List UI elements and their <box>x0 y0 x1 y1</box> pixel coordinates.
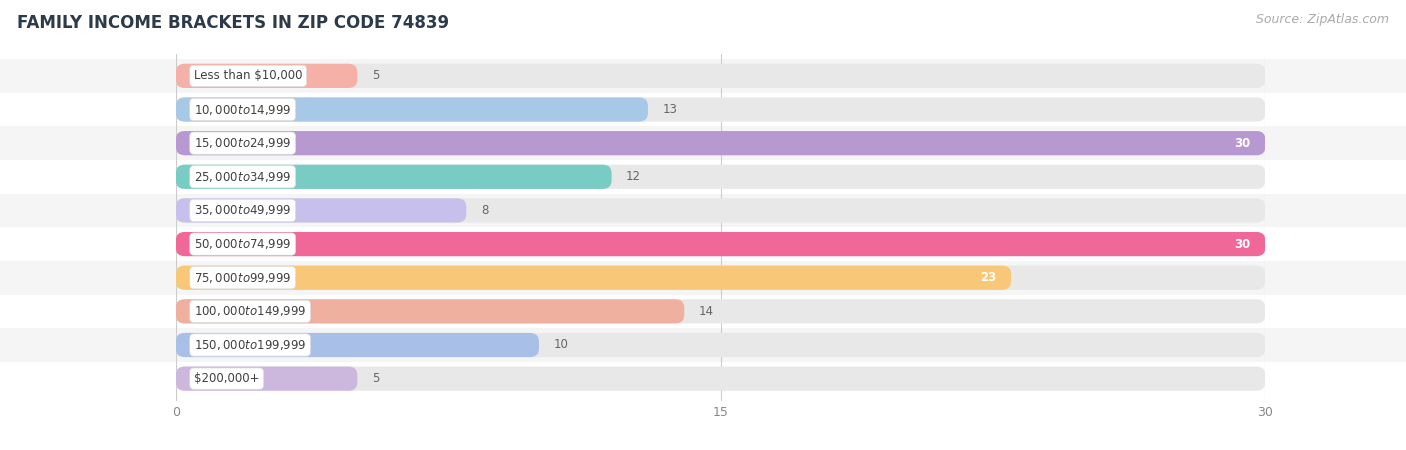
FancyBboxPatch shape <box>176 299 1265 324</box>
Text: Less than $10,000: Less than $10,000 <box>194 69 302 82</box>
Bar <box>0 126 1406 160</box>
Bar <box>0 194 1406 227</box>
Text: 23: 23 <box>980 271 997 284</box>
Text: 5: 5 <box>373 372 380 385</box>
Bar <box>0 295 1406 328</box>
Text: 12: 12 <box>626 170 641 183</box>
Bar <box>0 362 1406 396</box>
FancyBboxPatch shape <box>176 232 1265 256</box>
FancyBboxPatch shape <box>176 165 612 189</box>
FancyBboxPatch shape <box>176 333 538 357</box>
FancyBboxPatch shape <box>176 366 1265 391</box>
FancyBboxPatch shape <box>176 299 685 324</box>
FancyBboxPatch shape <box>176 198 1265 223</box>
FancyBboxPatch shape <box>176 198 467 223</box>
FancyBboxPatch shape <box>176 97 1265 122</box>
FancyBboxPatch shape <box>176 165 1265 189</box>
FancyBboxPatch shape <box>176 131 1265 155</box>
FancyBboxPatch shape <box>176 366 357 391</box>
FancyBboxPatch shape <box>176 131 1265 155</box>
Text: $10,000 to $14,999: $10,000 to $14,999 <box>194 103 291 117</box>
Bar <box>0 227 1406 261</box>
Text: 5: 5 <box>373 69 380 82</box>
Text: $15,000 to $24,999: $15,000 to $24,999 <box>194 136 291 150</box>
Text: $25,000 to $34,999: $25,000 to $34,999 <box>194 170 291 184</box>
Text: 8: 8 <box>481 204 488 217</box>
Bar <box>0 160 1406 194</box>
Text: $100,000 to $149,999: $100,000 to $149,999 <box>194 304 307 318</box>
Text: $35,000 to $49,999: $35,000 to $49,999 <box>194 203 291 217</box>
Text: $50,000 to $74,999: $50,000 to $74,999 <box>194 237 291 251</box>
FancyBboxPatch shape <box>176 266 1011 290</box>
FancyBboxPatch shape <box>176 97 648 122</box>
Bar <box>0 59 1406 93</box>
Text: 30: 30 <box>1234 238 1251 251</box>
Bar <box>0 261 1406 295</box>
Bar <box>0 328 1406 362</box>
Text: Source: ZipAtlas.com: Source: ZipAtlas.com <box>1256 14 1389 27</box>
FancyBboxPatch shape <box>176 266 1265 290</box>
Bar <box>0 93 1406 126</box>
Text: 14: 14 <box>699 305 714 318</box>
FancyBboxPatch shape <box>176 232 1265 256</box>
Text: 30: 30 <box>1234 137 1251 150</box>
Text: FAMILY INCOME BRACKETS IN ZIP CODE 74839: FAMILY INCOME BRACKETS IN ZIP CODE 74839 <box>17 14 449 32</box>
FancyBboxPatch shape <box>176 333 1265 357</box>
Text: $75,000 to $99,999: $75,000 to $99,999 <box>194 271 291 285</box>
Text: 13: 13 <box>662 103 678 116</box>
FancyBboxPatch shape <box>176 64 1265 88</box>
FancyBboxPatch shape <box>176 64 357 88</box>
Text: $200,000+: $200,000+ <box>194 372 260 385</box>
Text: 10: 10 <box>554 338 568 351</box>
Text: $150,000 to $199,999: $150,000 to $199,999 <box>194 338 307 352</box>
